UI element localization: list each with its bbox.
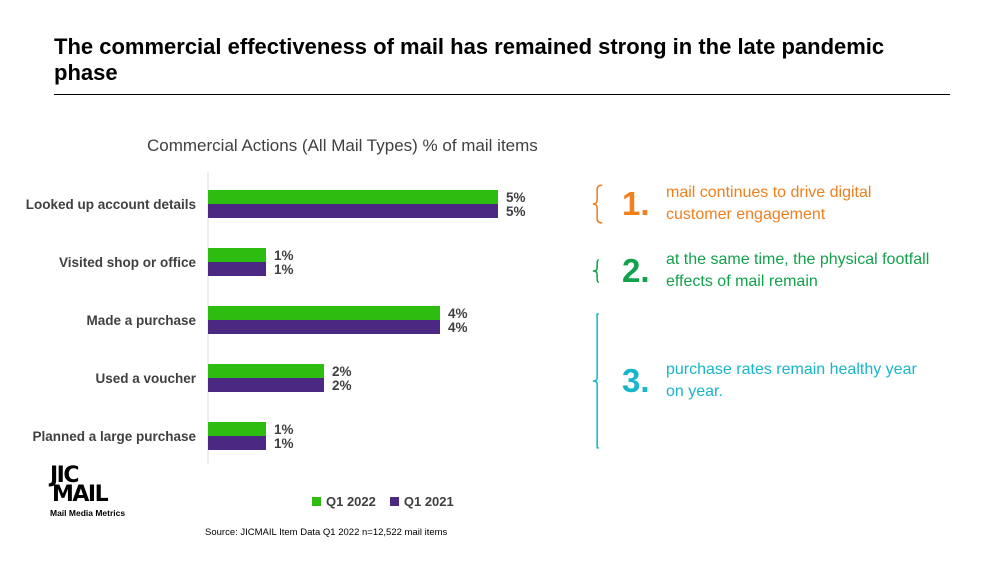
data-label: 5%	[506, 204, 526, 219]
legend-swatch-q1-2021	[389, 497, 399, 506]
insight-1: 1. mail continues to drive digital custo…	[592, 181, 936, 227]
legend-swatch-q1-2022	[312, 497, 321, 506]
data-label: 4%	[448, 320, 468, 335]
legend-item-q1-2022: Q1 2022	[312, 494, 376, 509]
chart-legend: Q1 2022 Q1 2021	[312, 494, 454, 509]
bar	[208, 262, 266, 276]
bar	[208, 204, 498, 218]
data-label: 1%	[274, 262, 294, 277]
insight-2: 2. at the same time, the physical footfa…	[592, 248, 936, 294]
logo-tagline: Mail Media Metrics	[50, 508, 126, 518]
data-label: 2%	[332, 364, 352, 379]
insight-text: mail continues to drive digital customer…	[666, 184, 872, 223]
logo-wordmark: JIC MAIL	[50, 463, 140, 507]
insight-text: at the same time, the physical footfall …	[666, 251, 930, 290]
insight-number: 3.	[622, 362, 650, 399]
bar	[208, 320, 440, 334]
data-label: 5%	[506, 190, 526, 205]
source-note: Source: JICMAIL Item Data Q1 2022 n=12,5…	[205, 527, 448, 538]
jicmail-logo: JIC MAIL Mail Media Metrics	[50, 463, 140, 519]
data-label: 1%	[274, 436, 294, 451]
chart-title: Commercial Actions (All Mail Types) % of…	[147, 136, 538, 155]
bar	[208, 248, 266, 262]
bar	[208, 364, 324, 378]
insight-3: 3. purchase rates remain healthy year on…	[592, 302, 936, 460]
insight-text: purchase rates remain healthy year on ye…	[666, 361, 917, 400]
legend-label-q1-2021: Q1 2021	[403, 494, 454, 509]
category-label: Looked up account details	[26, 197, 196, 212]
bracket-icon	[592, 313, 599, 449]
category-label: Made a purchase	[86, 313, 196, 328]
data-label: 4%	[448, 306, 468, 321]
legend-item-q1-2021: Q1 2021	[389, 494, 454, 509]
title-divider	[54, 94, 950, 95]
slide-title: The commercial effectiveness of mail has…	[54, 34, 885, 85]
legend-label-q1-2022: Q1 2022	[326, 494, 376, 509]
data-label: 1%	[274, 422, 294, 437]
bar	[208, 436, 266, 450]
bar	[208, 378, 324, 392]
data-label: 2%	[332, 378, 352, 393]
bar	[208, 190, 498, 204]
bar	[208, 306, 440, 320]
logo-line2: MAIL	[52, 482, 109, 507]
bracket-icon	[592, 259, 599, 283]
category-label: Visited shop or office	[59, 255, 197, 270]
bracket-icon	[592, 184, 603, 224]
bar	[208, 422, 266, 436]
insight-number: 1.	[622, 185, 650, 222]
data-label: 1%	[274, 248, 294, 263]
logo-line1: JIC	[50, 463, 80, 488]
category-label: Used a voucher	[95, 371, 196, 386]
category-label: Planned a large purchase	[32, 429, 196, 444]
insight-number: 2.	[622, 252, 650, 289]
